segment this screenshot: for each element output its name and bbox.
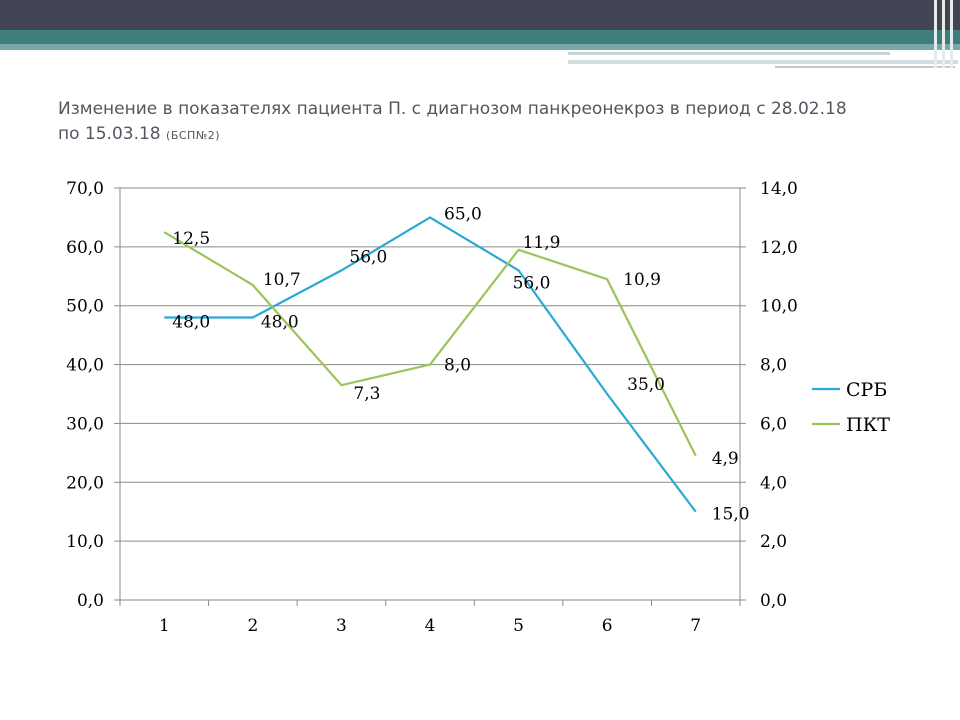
- left-axis-tick-label: 50,0: [66, 297, 104, 317]
- right-axis-tick-label: 4,0: [760, 473, 787, 493]
- x-axis-tick-label: 6: [602, 616, 613, 636]
- x-axis-tick-label: 7: [690, 616, 701, 636]
- srb-data-label: 56,0: [349, 247, 387, 267]
- left-axis-tick-label: 20,0: [66, 473, 104, 493]
- srb-data-label: 48,0: [172, 312, 210, 332]
- srb-data-label: 65,0: [444, 204, 482, 224]
- right-axis-tick-label: 0,0: [760, 591, 787, 611]
- x-axis-tick-label: 2: [247, 616, 258, 636]
- srb-data-label: 35,0: [627, 375, 665, 395]
- pkt-data-label: 11,9: [523, 233, 561, 253]
- slide-top-bar: [0, 0, 960, 30]
- left-axis-tick-label: 70,0: [66, 179, 104, 199]
- right-axis-tick-label: 12,0: [760, 238, 798, 258]
- left-axis-tick-label: 60,0: [66, 238, 104, 258]
- srb-data-label: 15,0: [712, 505, 750, 525]
- left-axis-tick-label: 10,0: [66, 532, 104, 552]
- srb-data-label: 48,0: [261, 312, 299, 332]
- slide-title-main: Изменение в показателях пациента П. с ди…: [58, 99, 847, 144]
- right-axis-tick-label: 8,0: [760, 356, 787, 376]
- slide-title: Изменение в показателях пациента П. с ди…: [58, 97, 858, 148]
- pkt-series-line: [163, 231, 697, 457]
- decor-line: [775, 66, 955, 68]
- pkt-legend-label: ПКТ: [846, 414, 890, 436]
- x-axis-tick-label: 4: [425, 616, 436, 636]
- decor-line: [568, 52, 890, 55]
- right-axis-tick-label: 2,0: [760, 532, 787, 552]
- srb-legend-label: СРБ: [846, 379, 887, 401]
- right-axis-tick-label: 6,0: [760, 414, 787, 434]
- pkt-data-label: 4,9: [712, 449, 739, 469]
- slide-title-sub: (БСП№2): [166, 129, 221, 142]
- left-axis-tick-label: 30,0: [66, 414, 104, 434]
- right-axis-tick-label: 10,0: [760, 297, 798, 317]
- srb-series-line: [164, 216, 697, 513]
- pkt-data-label: 8,0: [444, 356, 471, 376]
- decor-line: [568, 60, 958, 64]
- pkt-data-label: 7,3: [353, 384, 380, 404]
- x-axis-tick-label: 3: [336, 616, 347, 636]
- x-axis-tick-label: 1: [159, 616, 170, 636]
- pkt-data-label: 12,5: [172, 229, 210, 249]
- pkt-data-label: 10,7: [263, 270, 301, 290]
- left-axis-tick-label: 0,0: [77, 591, 104, 611]
- pkt-data-label: 10,9: [623, 270, 661, 290]
- decor-vertical-bars: [930, 0, 960, 70]
- slide-light-band: [0, 44, 960, 50]
- left-axis-tick-label: 40,0: [66, 356, 104, 376]
- srb-data-label: 56,0: [513, 273, 551, 293]
- slide-teal-band: [0, 30, 960, 44]
- x-axis-tick-label: 5: [513, 616, 524, 636]
- right-axis-tick-label: 14,0: [760, 179, 798, 199]
